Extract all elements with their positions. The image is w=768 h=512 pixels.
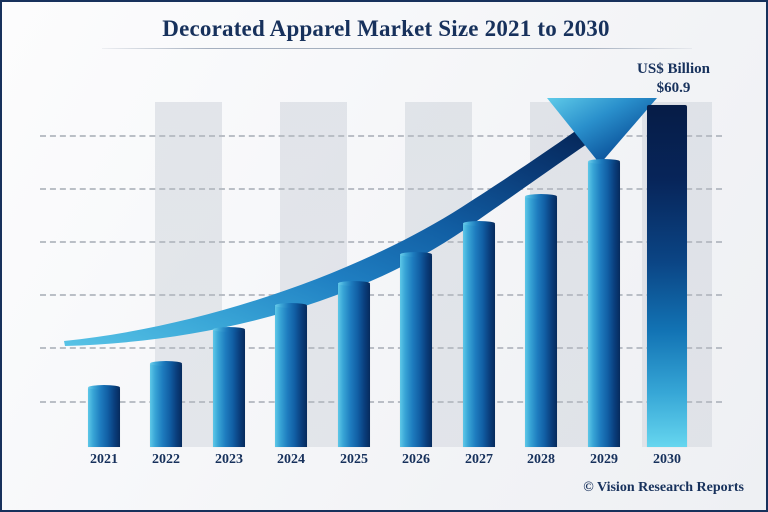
- gridline: [40, 401, 722, 403]
- bar-2026: [400, 252, 432, 447]
- xlabel-2030: 2030: [653, 452, 681, 467]
- xlabel-2025: 2025: [340, 452, 368, 467]
- bar-2021: [88, 385, 120, 447]
- unit-label: US$ Billion: [637, 61, 710, 77]
- bar-2024: [275, 303, 307, 447]
- title-divider: [102, 48, 692, 49]
- bar-2022: [150, 361, 182, 447]
- xlabel-2028: 2028: [527, 452, 555, 467]
- chart-title: Decorated Apparel Market Size 2021 to 20…: [162, 16, 610, 41]
- bar-2027: [463, 221, 495, 447]
- bar-2028: [525, 194, 557, 447]
- gridline: [40, 347, 722, 349]
- gridline: [40, 135, 722, 137]
- xlabel-2023: 2023: [215, 452, 243, 467]
- bar-2023: [213, 327, 245, 447]
- unit-annotation: US$ Billion $60.9: [637, 60, 710, 97]
- bar-2029: [588, 159, 620, 447]
- bar-2030: [647, 105, 687, 447]
- xlabel-2022: 2022: [152, 452, 180, 467]
- bar-2025: [338, 281, 370, 447]
- xlabel-2027: 2027: [465, 452, 493, 467]
- xlabel-2024: 2024: [277, 452, 305, 467]
- xlabel-2021: 2021: [90, 452, 118, 467]
- xlabel-2029: 2029: [590, 452, 618, 467]
- attribution: © Vision Research Reports: [583, 480, 744, 495]
- xlabel-2026: 2026: [402, 452, 430, 467]
- unit-value: $60.9: [656, 79, 691, 96]
